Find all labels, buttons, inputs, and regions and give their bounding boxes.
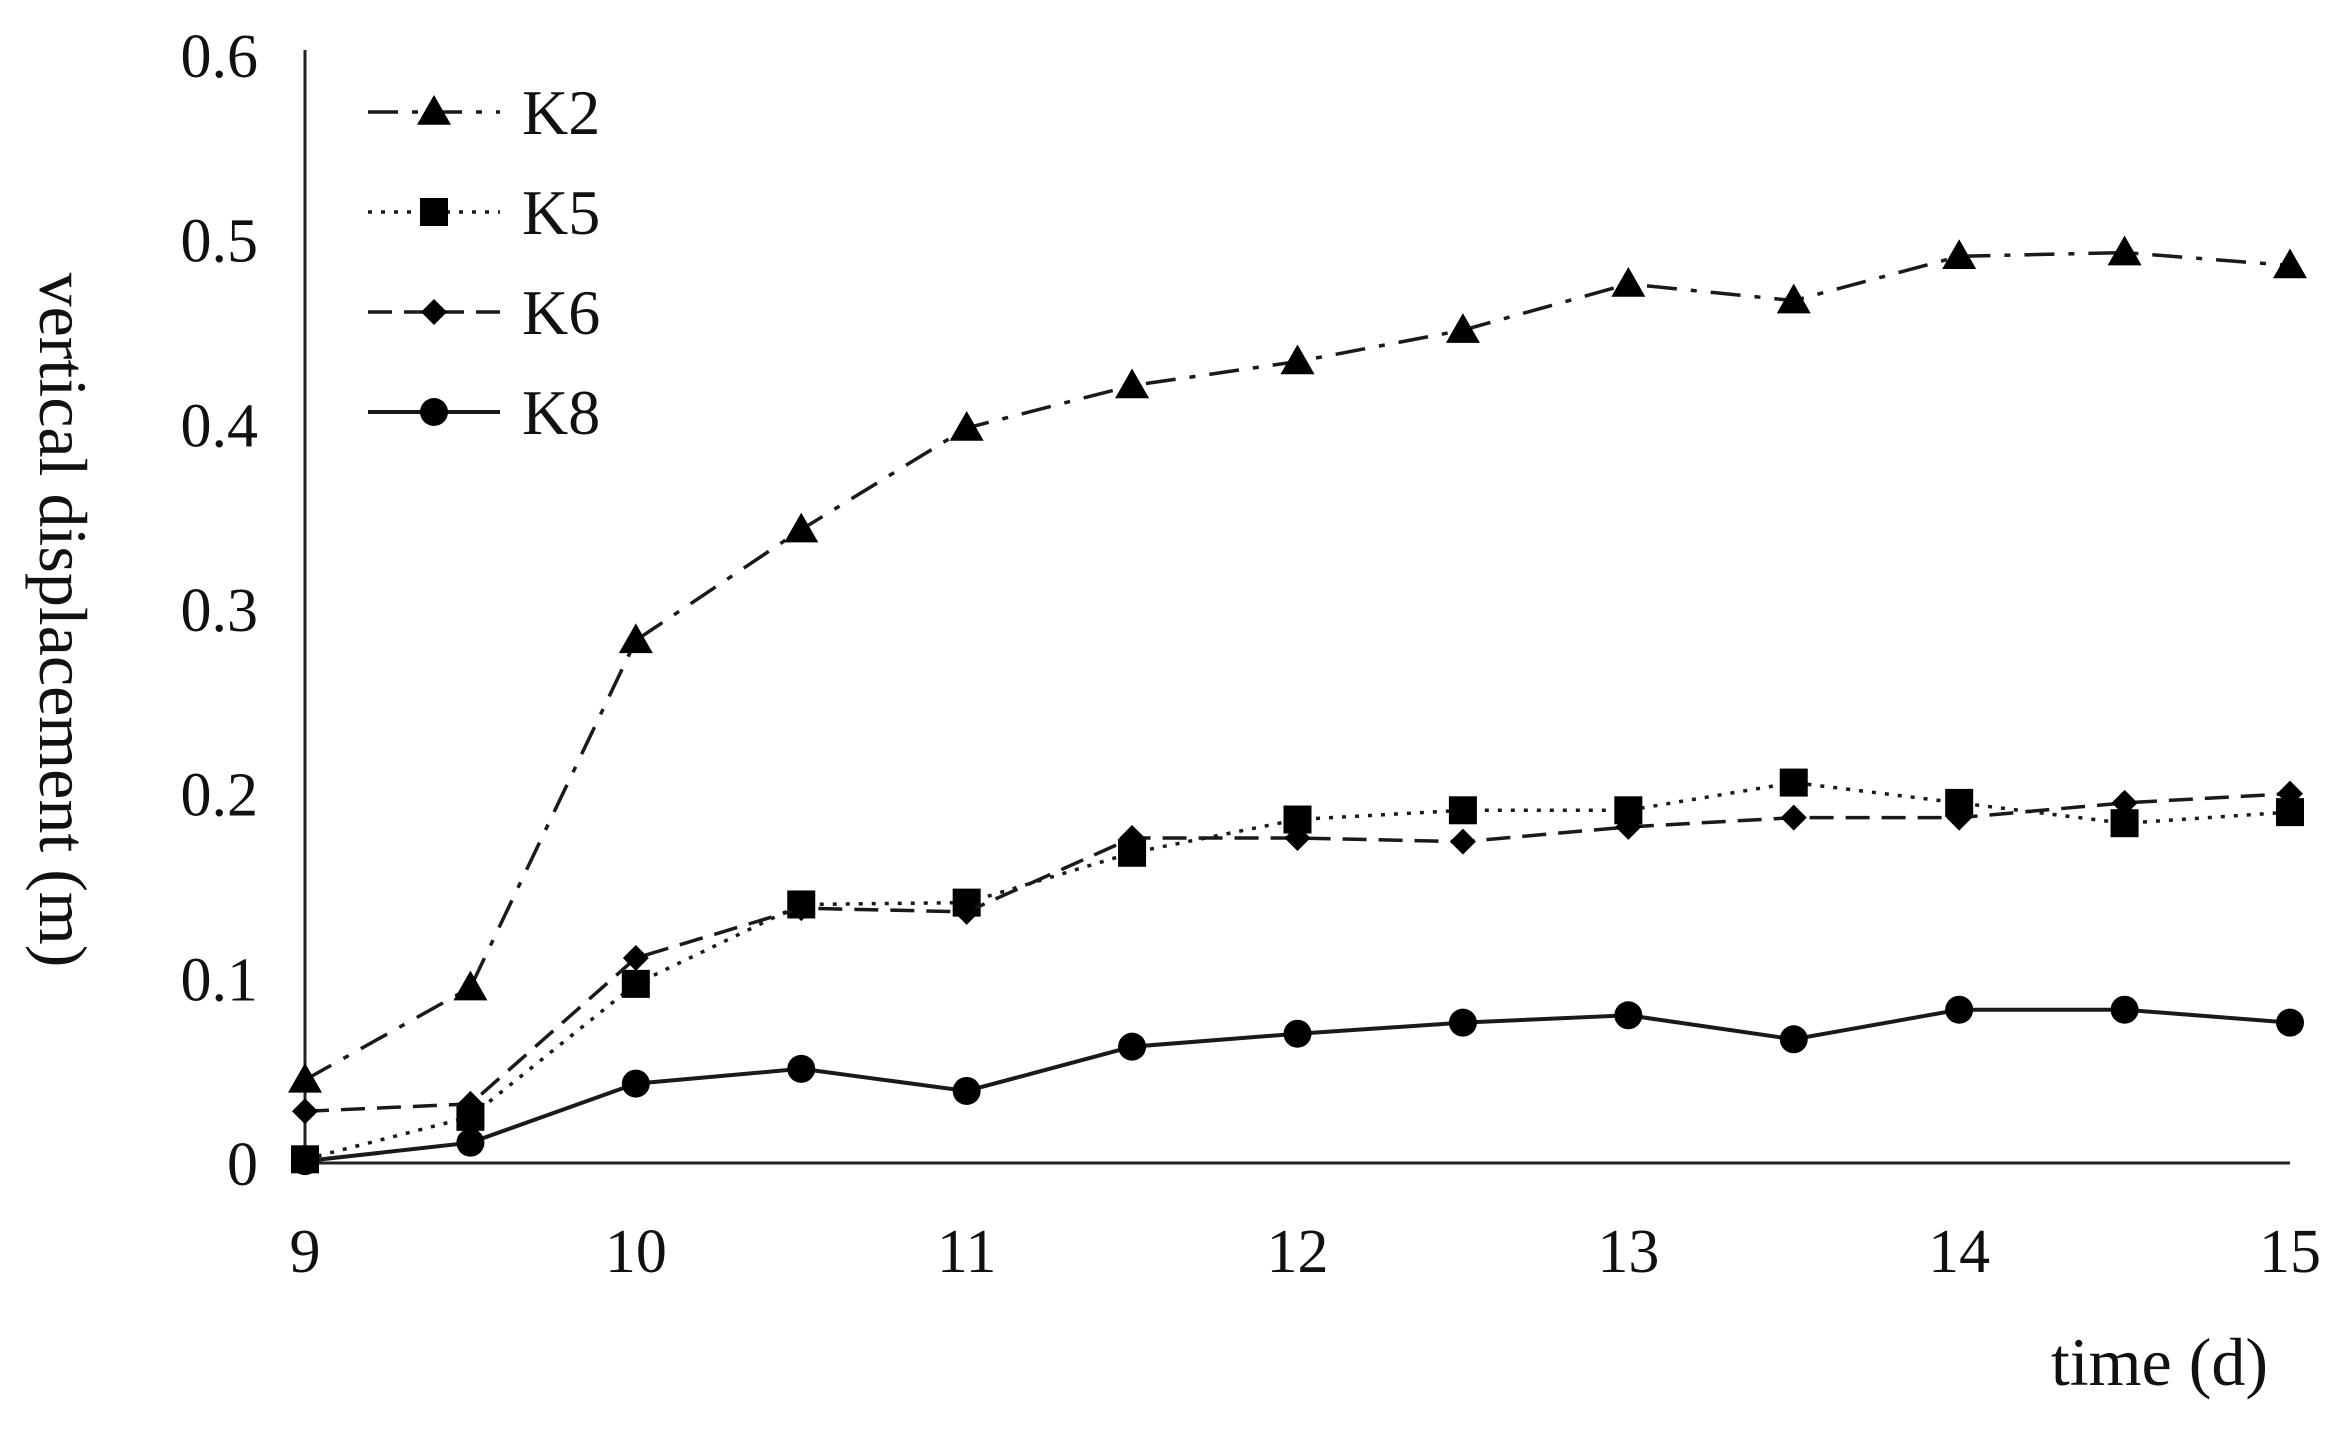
- data-point-k8: [1448, 1008, 1477, 1037]
- x-axis-label: time (d): [2051, 1324, 2268, 1400]
- data-point-k8: [2110, 995, 2139, 1024]
- x-tick-label: 14: [1928, 1218, 1990, 1286]
- data-point-k8: [456, 1128, 485, 1157]
- data-point-k6: [1119, 824, 1146, 851]
- data-point-k8: [1945, 995, 1974, 1024]
- y-tick-label: 0: [227, 1131, 258, 1199]
- data-point-k6: [2111, 789, 2138, 816]
- legend-label-k2: K2: [522, 77, 600, 148]
- data-point-k2: [618, 623, 653, 654]
- data-point-k8: [291, 1147, 319, 1176]
- data-point-k6: [1946, 804, 1973, 831]
- data-point-k5: [1779, 768, 1808, 797]
- data-point-k8: [1614, 1001, 1643, 1030]
- data-point-k2: [288, 1062, 322, 1093]
- data-point-k8: [787, 1054, 816, 1083]
- data-point-k6: [1449, 828, 1476, 855]
- legend-label-k8: K8: [522, 377, 600, 448]
- data-point-k8: [1283, 1019, 1312, 1048]
- data-point-k6: [622, 945, 649, 972]
- data-point-k5: [1448, 796, 1477, 825]
- data-point-k2: [2273, 248, 2307, 279]
- data-point-k6: [292, 1098, 318, 1125]
- data-point-k6: [2277, 780, 2303, 807]
- data-point-k8: [952, 1076, 981, 1105]
- data-point-k2: [949, 411, 984, 441]
- x-tick-label: 11: [937, 1218, 997, 1286]
- x-tick-label: 9: [290, 1218, 321, 1286]
- data-point-k8: [2276, 1008, 2304, 1037]
- data-point-k2: [1942, 239, 1977, 270]
- data-point-k8: [1779, 1025, 1808, 1054]
- y-axis-label: vertical displacement (m): [25, 273, 101, 968]
- data-point-k2: [453, 970, 488, 1001]
- y-tick-label: 0.6: [181, 23, 259, 91]
- data-point-k6: [457, 1090, 484, 1117]
- data-point-k2: [1280, 344, 1315, 375]
- data-point-k8: [1118, 1032, 1147, 1061]
- series-k8: [291, 995, 2304, 1176]
- data-point-k5: [621, 969, 650, 998]
- legend: K2 K5 K6 K8: [368, 77, 600, 448]
- legend-marker-k5: [420, 198, 448, 226]
- data-point-k2: [1445, 313, 1480, 343]
- y-tick-label: 0.1: [181, 946, 259, 1014]
- y-tick-label: 0.3: [181, 577, 259, 645]
- data-point-k2: [784, 512, 819, 543]
- data-point-k2: [2107, 235, 2142, 266]
- legend-label-k6: K6: [522, 277, 600, 348]
- y-tick-label: 0.2: [181, 762, 259, 830]
- series-k2: [288, 235, 2307, 1093]
- x-tick-label: 12: [1267, 1218, 1329, 1286]
- data-point-k6: [953, 898, 980, 925]
- series-k6: [292, 780, 2303, 1125]
- data-point-k8: [621, 1069, 650, 1098]
- data-point-k6: [1780, 804, 1807, 831]
- series-line-k2: [304, 250, 2291, 1082]
- axes: 0 0.1 0.2 0.3 0.4 0.5 0.6 9 10 11 12 13 14 15: [181, 23, 2322, 1286]
- x-tick-label: 10: [605, 1218, 667, 1286]
- data-point-k2: [1776, 283, 1811, 314]
- legend-marker-k2: [417, 95, 451, 125]
- data-point-k2: [1115, 368, 1150, 399]
- legend-label-k5: K5: [522, 177, 600, 248]
- data-point-k6: [1284, 824, 1311, 851]
- data-point-k2: [1611, 266, 1646, 297]
- legend-marker-k6: [421, 299, 447, 325]
- data-point-k6: [1615, 813, 1642, 840]
- y-tick-label: 0.5: [181, 208, 259, 276]
- legend-marker-k8: [420, 398, 448, 426]
- series-layer: [288, 235, 2307, 1176]
- x-tick-label: 13: [1597, 1218, 1659, 1286]
- x-tick-label: 15: [2259, 1218, 2321, 1286]
- y-tick-label: 0.4: [181, 392, 259, 460]
- data-point-k6: [788, 895, 815, 922]
